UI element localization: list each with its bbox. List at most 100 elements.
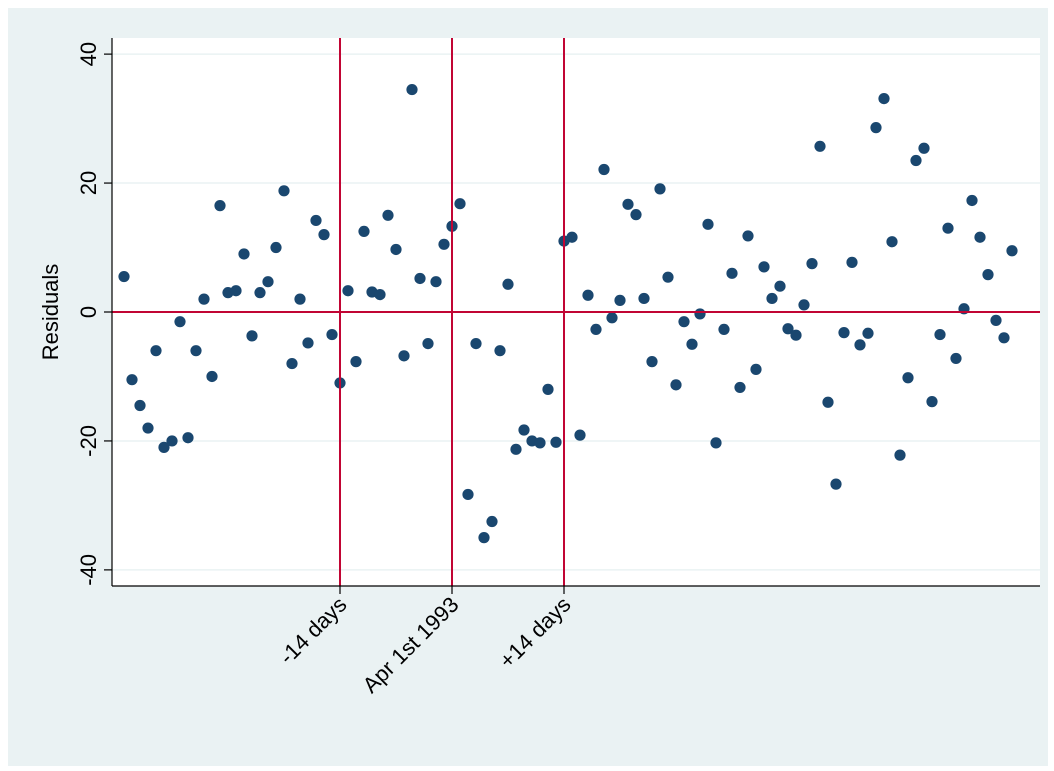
data-point (878, 93, 890, 105)
data-point (158, 441, 170, 453)
data-point (398, 350, 410, 362)
data-point (478, 532, 490, 544)
y-tick-label: -40 (76, 554, 101, 586)
data-points (118, 83, 1018, 544)
data-point (294, 293, 306, 305)
data-point (190, 345, 202, 357)
figure-background: 40 20 0 -20 -40 -14 days Apr 1st 1993 +14 days … (8, 8, 1048, 766)
data-point (974, 231, 986, 243)
data-point (654, 183, 666, 195)
data-point (782, 323, 794, 335)
data-point (606, 312, 618, 324)
y-tick-label: 20 (76, 171, 101, 195)
data-point (902, 372, 914, 384)
data-point (118, 270, 130, 283)
data-point (374, 288, 386, 301)
data-point (518, 424, 530, 436)
data-point (574, 429, 586, 441)
data-point (430, 276, 442, 288)
data-point (806, 258, 818, 270)
data-point (742, 230, 754, 242)
data-point (510, 443, 522, 455)
data-point (358, 225, 370, 238)
data-point (534, 437, 546, 449)
data-point (182, 432, 194, 444)
reference-lines (112, 38, 1040, 586)
x-tick-label: -14 days (274, 592, 351, 669)
data-point (710, 437, 722, 449)
y-tick-label: -20 (76, 425, 101, 457)
data-point (926, 396, 938, 408)
data-point (630, 209, 642, 221)
data-point (406, 83, 418, 96)
y-tick-label: 0 (76, 306, 101, 318)
data-point (798, 299, 810, 311)
data-point (310, 214, 322, 227)
data-point (694, 308, 706, 320)
data-point (998, 332, 1010, 344)
data-point (638, 292, 650, 305)
data-point (950, 352, 962, 365)
data-point (702, 218, 714, 230)
data-point (142, 422, 154, 434)
data-point (910, 154, 922, 167)
data-point (814, 140, 826, 152)
data-point (918, 142, 930, 154)
data-point (662, 271, 674, 283)
data-point (678, 316, 690, 328)
data-point (318, 229, 330, 241)
data-point (198, 293, 210, 305)
data-point (614, 294, 626, 306)
data-point (854, 339, 866, 351)
data-point (966, 194, 978, 207)
data-point (390, 243, 402, 256)
y-tick-label: 40 (76, 42, 101, 66)
data-point (822, 396, 834, 408)
data-point (870, 122, 882, 134)
data-point (414, 272, 426, 285)
data-point (270, 241, 282, 254)
data-point (262, 276, 274, 288)
data-point (590, 323, 602, 336)
data-point (622, 198, 634, 210)
data-point (494, 345, 506, 357)
data-point (470, 337, 482, 350)
data-point (846, 256, 858, 268)
data-point (382, 209, 394, 221)
x-tick-label: +14 days (494, 592, 575, 673)
data-point (686, 338, 698, 350)
data-point (502, 278, 514, 290)
data-point (934, 328, 946, 341)
data-point (862, 327, 874, 339)
data-point (758, 261, 770, 273)
data-point (718, 323, 730, 336)
data-point (126, 374, 138, 386)
data-point (830, 478, 842, 490)
data-point (246, 330, 258, 342)
data-point (646, 356, 658, 368)
data-point (766, 292, 778, 305)
data-point (230, 285, 242, 297)
data-point (278, 185, 290, 197)
data-point (454, 198, 466, 210)
data-point (342, 285, 354, 297)
data-point (542, 383, 554, 395)
data-point (942, 222, 954, 234)
data-point (134, 399, 146, 412)
data-point (670, 379, 682, 391)
data-point (486, 515, 498, 528)
data-point (166, 435, 178, 447)
data-point (206, 370, 218, 383)
data-point (174, 316, 186, 328)
data-point (774, 280, 786, 292)
data-point (462, 488, 474, 501)
x-tick-label: Apr 1st 1993 (358, 592, 464, 698)
data-point (990, 314, 1002, 326)
data-point (254, 287, 266, 299)
data-point (550, 436, 562, 448)
data-point (982, 269, 994, 281)
data-point (790, 329, 802, 341)
data-point (214, 200, 226, 212)
data-point (150, 345, 162, 357)
